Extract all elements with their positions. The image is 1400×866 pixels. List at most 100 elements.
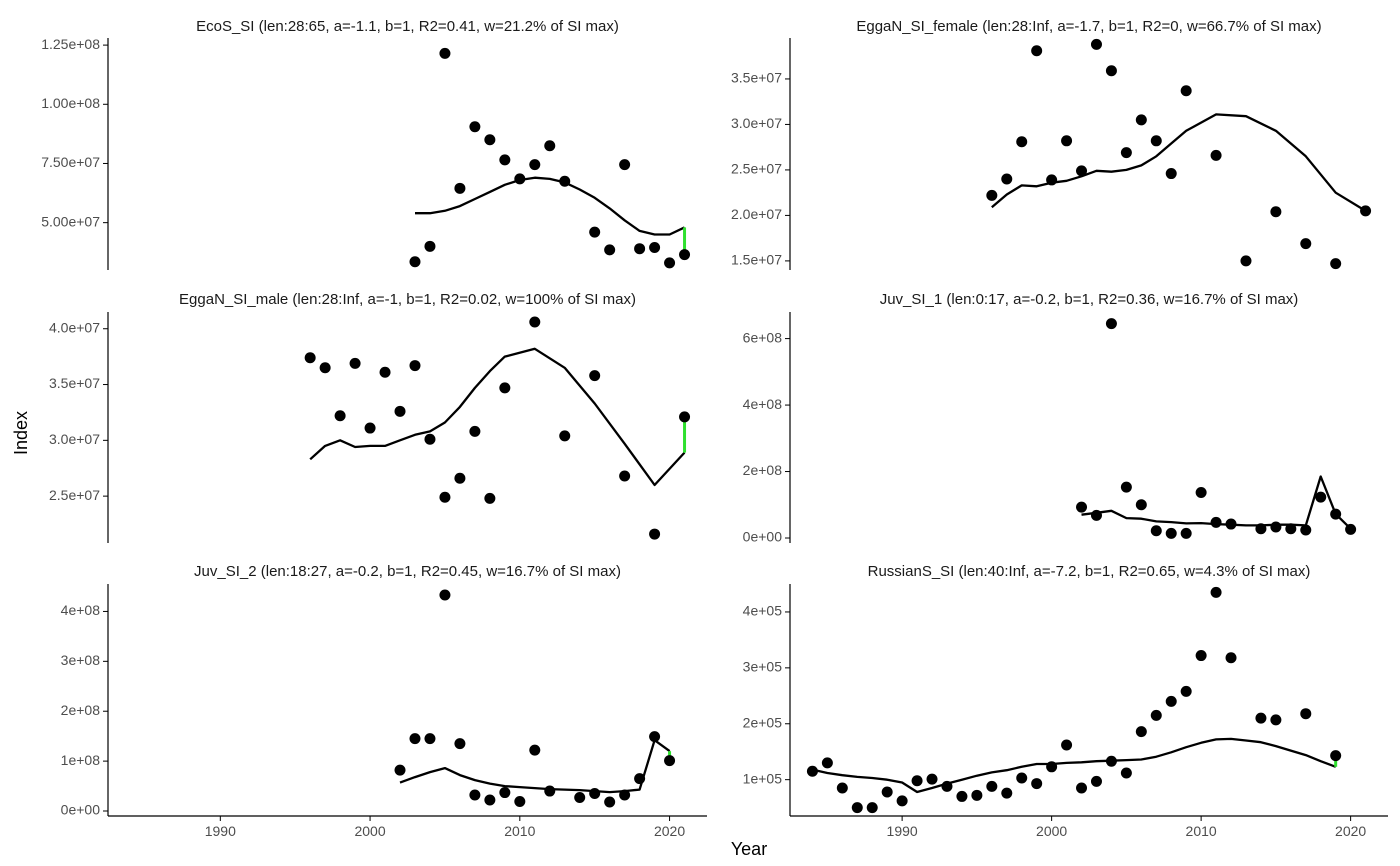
data-point: [866, 802, 878, 814]
data-point: [1165, 527, 1177, 539]
data-point: [634, 773, 646, 785]
data-point: [559, 175, 571, 187]
data-point: [664, 257, 676, 269]
data-point: [1330, 750, 1342, 762]
panels: EcoS_SI (len:28:65, a=-1.1, b=1, R2=0.41…: [41, 18, 1388, 839]
data-point: [1300, 524, 1312, 536]
data-point: [1210, 586, 1222, 598]
data-point: [1061, 739, 1073, 751]
panel-title: EggaN_SI_female (len:28:Inf, a=-1.7, b=1…: [856, 18, 1321, 35]
data-point: [679, 249, 691, 261]
data-point: [1061, 135, 1073, 147]
y-tick-label: 1e+08: [61, 752, 101, 768]
panel-title: Juv_SI_2 (len:18:27, a=-0.2, b=1, R2=0.4…: [194, 563, 621, 580]
x-tick-label: 2010: [504, 823, 535, 839]
data-point: [484, 134, 496, 146]
data-point: [1210, 149, 1222, 161]
panel-4: Juv_SI_1 (len:0:17, a=-0.2, b=1, R2=0.36…: [743, 291, 1357, 545]
data-point: [454, 182, 466, 194]
y-tick-label: 5.00e+07: [41, 213, 100, 229]
data-point: [1090, 38, 1102, 50]
y-tick-label: 2e+05: [743, 714, 783, 730]
y-tick-label: 3.5e+07: [731, 70, 782, 86]
data-point: [1225, 652, 1237, 664]
data-point: [1105, 755, 1117, 767]
data-point: [1180, 527, 1192, 539]
data-point: [1150, 135, 1162, 147]
y-tick-label: 3e+05: [743, 659, 783, 675]
y-axis-title: Index: [11, 411, 31, 455]
data-point: [881, 786, 893, 798]
data-point: [821, 757, 833, 769]
data-point: [1135, 114, 1147, 126]
data-point: [986, 189, 998, 201]
data-point: [649, 242, 661, 254]
fitted-line: [415, 176, 685, 236]
data-point: [806, 765, 818, 777]
data-point: [469, 789, 481, 801]
y-tick-label: 1.5e+07: [731, 252, 782, 268]
data-point: [1270, 521, 1282, 533]
y-tick-label: 3.0e+07: [49, 431, 100, 447]
x-tick-label: 1990: [205, 823, 236, 839]
data-point: [664, 755, 676, 767]
data-point: [1076, 165, 1088, 177]
data-point: [1225, 518, 1237, 530]
data-point: [634, 243, 646, 255]
data-point: [1150, 709, 1162, 721]
data-point: [424, 240, 436, 252]
data-point: [604, 244, 616, 256]
data-point: [971, 789, 983, 801]
data-point: [649, 731, 661, 743]
fitted-line: [309, 347, 686, 487]
data-point: [619, 789, 631, 801]
data-point: [1330, 258, 1342, 270]
fitted-line: [991, 113, 1367, 212]
panel-title: Juv_SI_1 (len:0:17, a=-0.2, b=1, R2=0.36…: [880, 291, 1299, 308]
data-point: [364, 422, 376, 434]
data-point: [1195, 650, 1207, 662]
data-point: [1120, 767, 1132, 779]
x-tick-label: 2000: [354, 823, 385, 839]
data-point: [1330, 508, 1342, 520]
data-point: [1016, 136, 1028, 148]
data-point: [514, 796, 526, 808]
data-point: [409, 733, 421, 745]
y-tick-label: 4e+05: [743, 603, 783, 619]
data-point: [544, 785, 556, 797]
data-point: [454, 738, 466, 750]
data-point: [319, 362, 331, 374]
y-tick-label: 2e+08: [743, 462, 783, 478]
data-point: [1345, 523, 1357, 535]
data-point: [926, 773, 938, 785]
y-tick-label: 3.5e+07: [49, 375, 100, 391]
data-point: [334, 410, 346, 422]
panel-6: RussianS_SI (len:40:Inf, a=-7.2, b=1, R2…: [743, 563, 1388, 839]
data-point: [1255, 712, 1267, 724]
y-tick-label: 7.50e+07: [41, 154, 100, 170]
y-tick-label: 0e+00: [61, 802, 101, 818]
data-point: [484, 794, 496, 806]
data-point: [439, 589, 451, 601]
data-point: [304, 352, 316, 364]
y-tick-label: 3.0e+07: [731, 115, 782, 131]
panel-1: EcoS_SI (len:28:65, a=-1.1, b=1, R2=0.41…: [41, 18, 691, 270]
data-point: [1180, 685, 1192, 697]
data-point: [394, 764, 406, 776]
y-tick-label: 1.00e+08: [41, 95, 100, 111]
data-point: [499, 382, 511, 394]
y-tick-label: 6e+08: [743, 329, 783, 345]
data-point: [439, 491, 451, 503]
data-point: [851, 802, 863, 814]
panel-title: EggaN_SI_male (len:28:Inf, a=-1, b=1, R2…: [179, 291, 636, 308]
data-point: [514, 173, 526, 185]
data-point: [1120, 481, 1132, 493]
x-tick-label: 2010: [1186, 823, 1217, 839]
data-point: [589, 226, 601, 238]
y-tick-label: 2e+08: [61, 702, 101, 718]
data-point: [379, 366, 391, 378]
x-tick-label: 2000: [1036, 823, 1067, 839]
y-tick-label: 4.0e+07: [49, 319, 100, 335]
data-point: [1300, 238, 1312, 250]
data-point: [1150, 525, 1162, 537]
